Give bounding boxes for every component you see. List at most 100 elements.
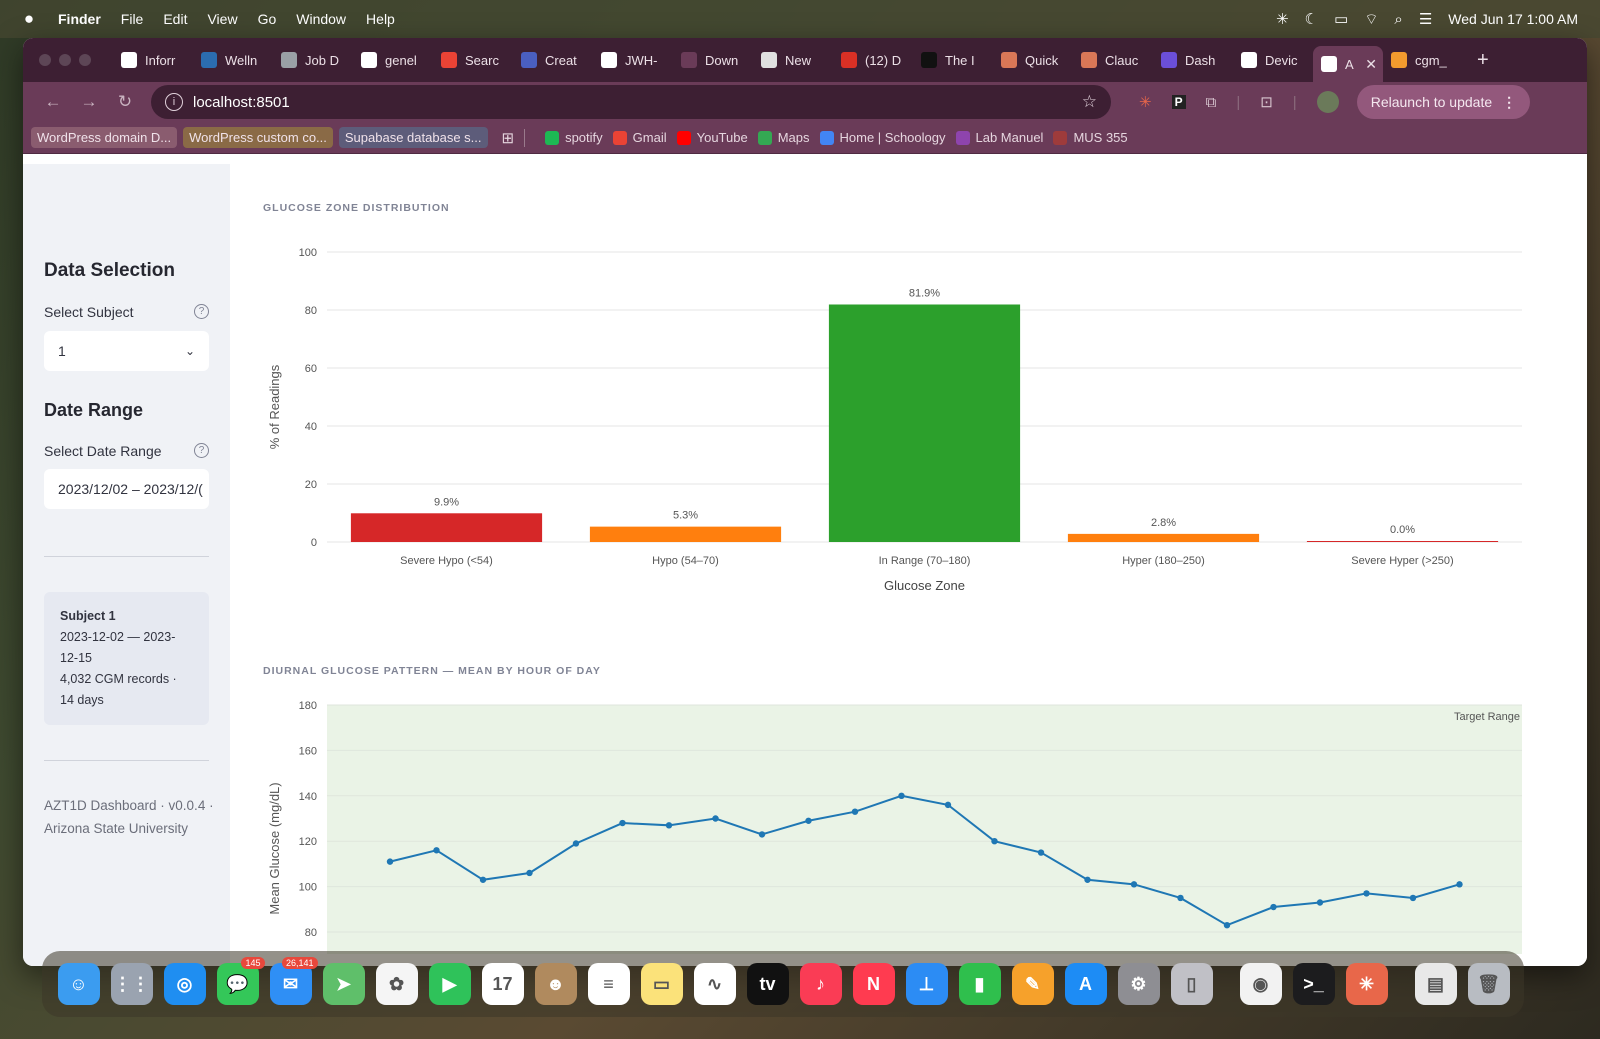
back-arrow-icon[interactable]: ← xyxy=(44,92,62,111)
bookmark-link[interactable]: MUS 355 xyxy=(1053,130,1128,145)
browser-tab[interactable]: Down xyxy=(673,45,753,75)
y-axis-label: Mean Glucose (mg/dL) xyxy=(267,782,282,914)
menu-help[interactable]: Help xyxy=(366,11,395,27)
menu-app-name[interactable]: Finder xyxy=(58,11,101,27)
launchpad-icon[interactable]: ⋮⋮ xyxy=(110,963,153,1005)
bookmark-link[interactable]: Lab Manuel xyxy=(955,130,1043,145)
subject-select[interactable]: 1 ⌄ xyxy=(44,331,209,371)
profile-avatar[interactable] xyxy=(1316,91,1339,113)
bookmark-link[interactable]: Gmail xyxy=(612,130,667,145)
y-tick-label: 60 xyxy=(305,363,317,375)
app-store-icon[interactable]: A xyxy=(1064,963,1107,1005)
bookmark-chip[interactable]: WordPress custom co... xyxy=(183,127,333,148)
reminders-icon[interactable]: ≡ xyxy=(587,963,630,1005)
maps-icon[interactable]: ➤ xyxy=(322,963,365,1005)
system-settings-icon[interactable]: ⚙ xyxy=(1117,963,1160,1005)
target-range-label: Target Range xyxy=(1454,711,1520,723)
browser-tab[interactable]: Searc xyxy=(433,45,513,75)
help-icon[interactable]: ? xyxy=(194,304,209,319)
claude-icon[interactable]: ✳ xyxy=(1345,963,1388,1005)
zoom-window-button[interactable] xyxy=(79,54,91,66)
iphone-mirroring-icon[interactable]: ▯ xyxy=(1170,963,1213,1005)
battery-icon[interactable]: ▭ xyxy=(1334,11,1349,28)
menubar: ● Finder File Edit View Go Window Help ✳… xyxy=(0,0,1600,38)
safari-icon[interactable]: ◎ xyxy=(163,963,206,1005)
pages-icon[interactable]: ✎ xyxy=(1011,963,1054,1005)
focus-moon-icon[interactable]: ☾ xyxy=(1304,11,1319,28)
menu-edit[interactable]: Edit xyxy=(163,11,188,27)
bookmark-link[interactable]: Maps xyxy=(757,130,810,145)
menu-view[interactable]: View xyxy=(207,11,238,27)
bookmark-link[interactable]: Home | Schoology xyxy=(819,130,946,145)
address-bar[interactable]: i localhost:8501 ☆ xyxy=(151,85,1111,119)
claude-status-icon[interactable]: ✳ xyxy=(1276,11,1289,28)
p-extension-icon[interactable]: P xyxy=(1171,95,1186,109)
browser-tab[interactable]: Clauc xyxy=(1073,45,1153,75)
messages-icon[interactable]: 💬 145 xyxy=(216,957,265,1005)
apple-menu-icon[interactable]: ● xyxy=(23,9,35,28)
terminal-icon[interactable]: >_ xyxy=(1292,963,1335,1005)
data-point xyxy=(619,819,626,827)
apps-grid-icon[interactable]: ⊞ xyxy=(501,129,515,147)
date-range-input[interactable]: 2023/12/02 – 2023/12/( xyxy=(44,469,209,509)
browser-tab[interactable]: genel xyxy=(353,45,433,75)
bookmark-star-icon[interactable]: ☆ xyxy=(1081,92,1097,111)
notes-icon[interactable]: ▭ xyxy=(640,963,683,1005)
tv-icon[interactable]: tv xyxy=(746,963,789,1005)
browser-tab[interactable]: cgm_ xyxy=(1383,45,1463,75)
browser-tab[interactable]: Dash xyxy=(1153,45,1233,75)
new-tab-button[interactable]: + xyxy=(1477,48,1489,71)
minimize-window-button[interactable] xyxy=(59,54,71,66)
browser-tab[interactable]: A ✕ xyxy=(1313,46,1383,82)
contacts-icon[interactable]: ☻ xyxy=(534,963,577,1005)
reload-icon[interactable]: ↻ xyxy=(117,92,133,111)
bookmark-separator xyxy=(524,128,526,147)
browser-tab[interactable]: New xyxy=(753,45,833,75)
music-icon[interactable]: ♪ xyxy=(799,963,842,1005)
browser-tab[interactable]: Welln xyxy=(193,45,273,75)
menu-go[interactable]: Go xyxy=(257,11,277,27)
tab-search-icon[interactable]: ⊡ xyxy=(1260,94,1273,111)
spotlight-search-icon[interactable]: ⌕ xyxy=(1394,10,1403,28)
site-info-icon[interactable]: i xyxy=(165,93,183,111)
menu-window[interactable]: Window xyxy=(296,11,347,27)
bookmark-link[interactable]: YouTube xyxy=(676,130,748,145)
chrome-icon[interactable]: ◉ xyxy=(1239,963,1282,1005)
browser-tab[interactable]: Quick xyxy=(993,45,1073,75)
freeform-icon[interactable]: ∿ xyxy=(693,963,736,1005)
mail-icon[interactable]: ✉ 26,141 xyxy=(269,957,318,1005)
browser-tab[interactable]: Job D xyxy=(273,45,353,75)
bookmark-link[interactable]: spotify xyxy=(545,130,603,145)
menubar-clock[interactable]: Wed Jun 17 1:00 AM xyxy=(1448,11,1578,27)
bookmark-chip[interactable]: WordPress domain D... xyxy=(31,127,178,148)
data-point xyxy=(1177,894,1184,902)
browser-tab[interactable]: The I xyxy=(913,45,993,75)
claude-extension-icon[interactable]: ✳ xyxy=(1139,94,1152,111)
help-icon[interactable]: ? xyxy=(194,443,209,458)
numbers-icon[interactable]: ▮ xyxy=(958,963,1001,1005)
photos-icon[interactable]: ✿ xyxy=(375,963,418,1005)
news-icon[interactable]: N xyxy=(852,963,895,1005)
browser-tab[interactable]: (12) D xyxy=(833,45,913,75)
forward-arrow-icon[interactable]: → xyxy=(80,92,98,111)
facetime-icon[interactable]: ▶ xyxy=(428,963,471,1005)
keynote-icon[interactable]: ⊥ xyxy=(905,963,948,1005)
kebab-menu-icon[interactable]: ⋮ xyxy=(1502,93,1517,110)
close-tab-icon[interactable]: ✕ xyxy=(1365,55,1377,72)
control-center-icon[interactable]: ☰ xyxy=(1418,11,1433,28)
finder-icon[interactable]: ☺ xyxy=(57,963,100,1005)
archive-icon[interactable]: ▤ xyxy=(1414,963,1457,1005)
close-window-button[interactable] xyxy=(39,54,51,66)
wifi-icon[interactable]: ⌔ xyxy=(1364,10,1379,28)
browser-tab[interactable]: Devic xyxy=(1233,45,1313,75)
browser-tab[interactable]: JWH- xyxy=(593,45,673,75)
calendar-icon[interactable]: 17 xyxy=(481,963,524,1005)
browser-tab[interactable]: Inforr xyxy=(113,45,193,75)
relaunch-button[interactable]: Relaunch to update ⋮ xyxy=(1356,85,1531,119)
bookmark-chip[interactable]: Supabase database s... xyxy=(338,127,488,148)
trash-icon[interactable]: 🗑 xyxy=(1467,963,1510,1005)
data-point xyxy=(386,858,394,865)
browser-tab[interactable]: Creat xyxy=(513,45,593,75)
menu-file[interactable]: File xyxy=(120,11,144,27)
extensions-puzzle-icon[interactable]: ⧉ xyxy=(1205,93,1217,111)
